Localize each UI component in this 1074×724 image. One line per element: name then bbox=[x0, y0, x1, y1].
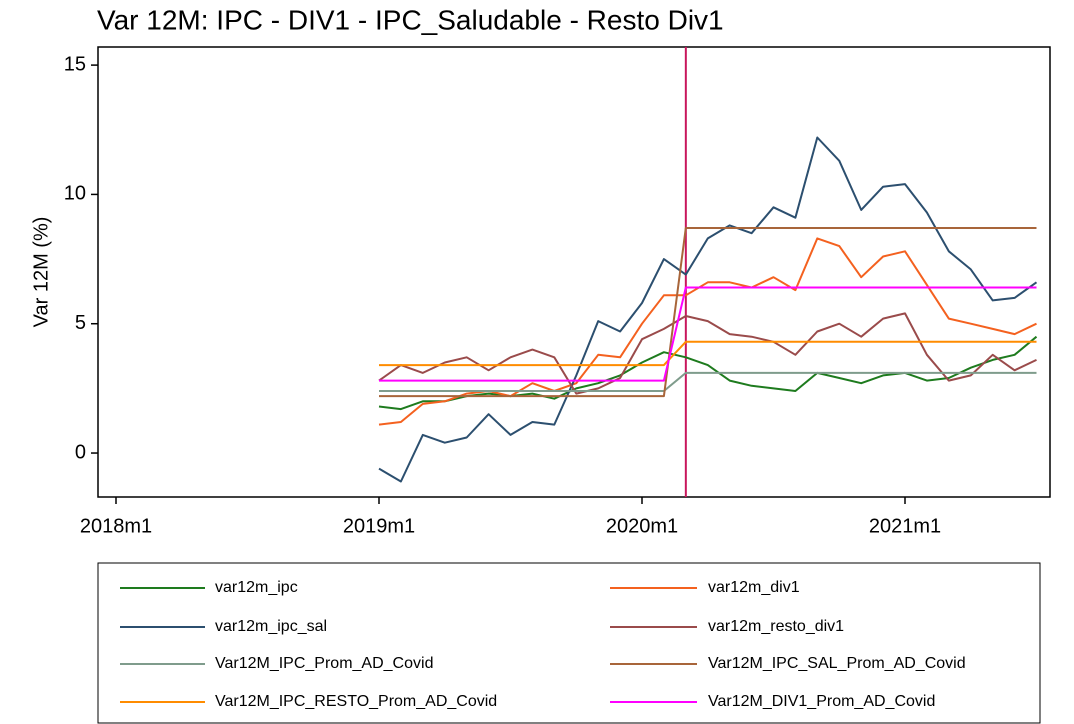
legend-label: Var12M_IPC_SAL_Prom_AD_Covid bbox=[708, 655, 966, 672]
series-line bbox=[379, 340, 1037, 367]
legend-label: var12m_div1 bbox=[708, 579, 800, 596]
y-axis-label: Var 12M (%) bbox=[30, 217, 52, 328]
series-line bbox=[379, 286, 1037, 382]
y-tick-label: 0 bbox=[75, 441, 86, 463]
plot-frame bbox=[97, 46, 1051, 498]
chart-title: Var 12M: IPC - DIV1 - IPC_Saludable - Re… bbox=[97, 4, 724, 35]
x-tick-label: 2019m1 bbox=[343, 515, 415, 537]
series-line bbox=[378, 312, 1037, 395]
series-line bbox=[379, 227, 1037, 398]
legend-label: var12m_resto_div1 bbox=[708, 618, 844, 635]
legend-label: Var12M_DIV1_Prom_AD_Covid bbox=[708, 693, 935, 710]
x-tick-label: 2021m1 bbox=[869, 515, 941, 537]
y-tick-label: 5 bbox=[75, 312, 86, 334]
y-tick-label: 10 bbox=[64, 183, 86, 205]
y-tick-label: 15 bbox=[64, 53, 86, 75]
x-tick-label: 2018m1 bbox=[80, 515, 152, 537]
legend-label: Var12M_IPC_RESTO_Prom_AD_Covid bbox=[215, 693, 497, 710]
legend-label: Var12M_IPC_Prom_AD_Covid bbox=[215, 655, 433, 672]
series-line bbox=[378, 335, 1038, 411]
legend-label: var12m_ipc_sal bbox=[215, 618, 327, 635]
legend-label: var12m_ipc bbox=[215, 579, 298, 596]
x-tick-label: 2020m1 bbox=[606, 515, 678, 537]
legend-box bbox=[97, 562, 1041, 724]
series-line bbox=[378, 136, 1038, 483]
series-line bbox=[379, 371, 1037, 392]
